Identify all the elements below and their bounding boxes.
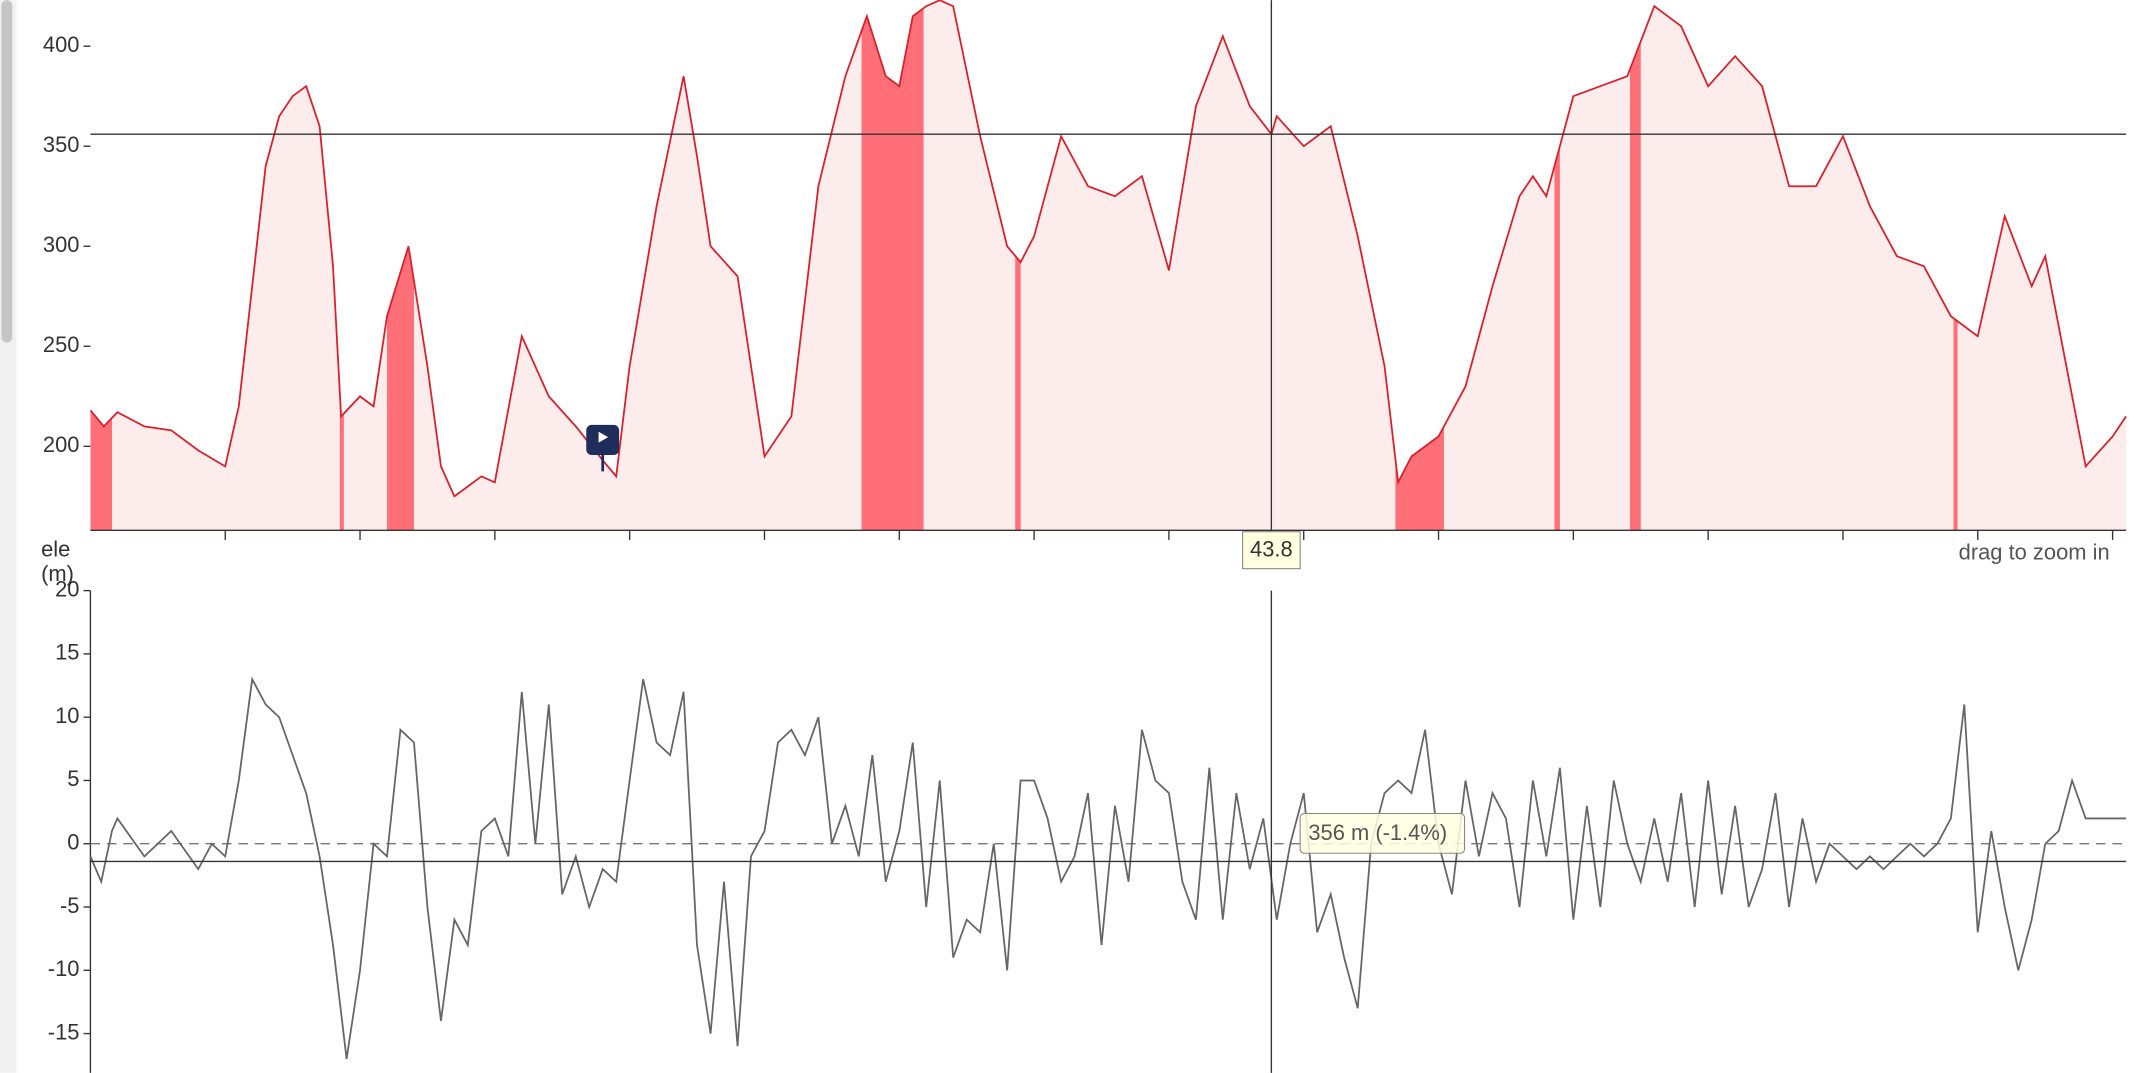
cursor-x-box: [1242, 531, 1301, 570]
slope-plot[interactable]: -15 -10 -5 0 5 10 15 20 356 m (-1.4%): [48, 576, 2127, 1073]
y-tick-label: -5: [60, 893, 79, 918]
y-tick-label: 350: [43, 132, 80, 157]
y-tick-label: -10: [48, 956, 80, 981]
tooltip-box: [1299, 812, 1466, 854]
steep-segment: [1629, 0, 1641, 531]
y-tick-label: 20: [55, 576, 79, 601]
slope-line: [89, 676, 2127, 1059]
steep-segment: [90, 0, 112, 531]
y-tick-label: 10: [55, 703, 79, 728]
y-axis-label: ele (m): [41, 538, 74, 587]
steep-segment: [1953, 0, 1958, 531]
y-tick-label: 0: [67, 830, 79, 855]
elevation-line: [89, 0, 2127, 498]
scrollbar-thumb[interactable]: [1, 0, 13, 343]
steep-segment: [1015, 0, 1021, 531]
tooltip-label: 356 m (-1.4%): [1308, 820, 1447, 845]
y-tick-label: 5: [67, 766, 79, 791]
y-tick-label: 300: [43, 232, 80, 257]
axis-label-box: ele (m): [41, 538, 74, 587]
cursor-x-label: 43.8: [1250, 537, 1293, 562]
zoom-hint: drag to zoom in: [1959, 539, 2110, 564]
steep-segment: [1554, 0, 1560, 531]
y-tick-label: -15: [48, 1019, 80, 1044]
steep-segment: [387, 0, 414, 531]
y-tick-label: 400: [43, 32, 80, 57]
y-tick-label: 200: [43, 432, 80, 457]
area-fill: [90, 0, 2127, 531]
steep-segment: [861, 0, 924, 531]
steep-segment: [339, 0, 344, 531]
waypoint-icon: [598, 431, 609, 443]
y-tick-label: 15: [55, 640, 79, 665]
y-tick-label: 250: [43, 332, 80, 357]
elevation-plot[interactable]: 200 250 300 350 400 43.8: [43, 0, 2127, 570]
